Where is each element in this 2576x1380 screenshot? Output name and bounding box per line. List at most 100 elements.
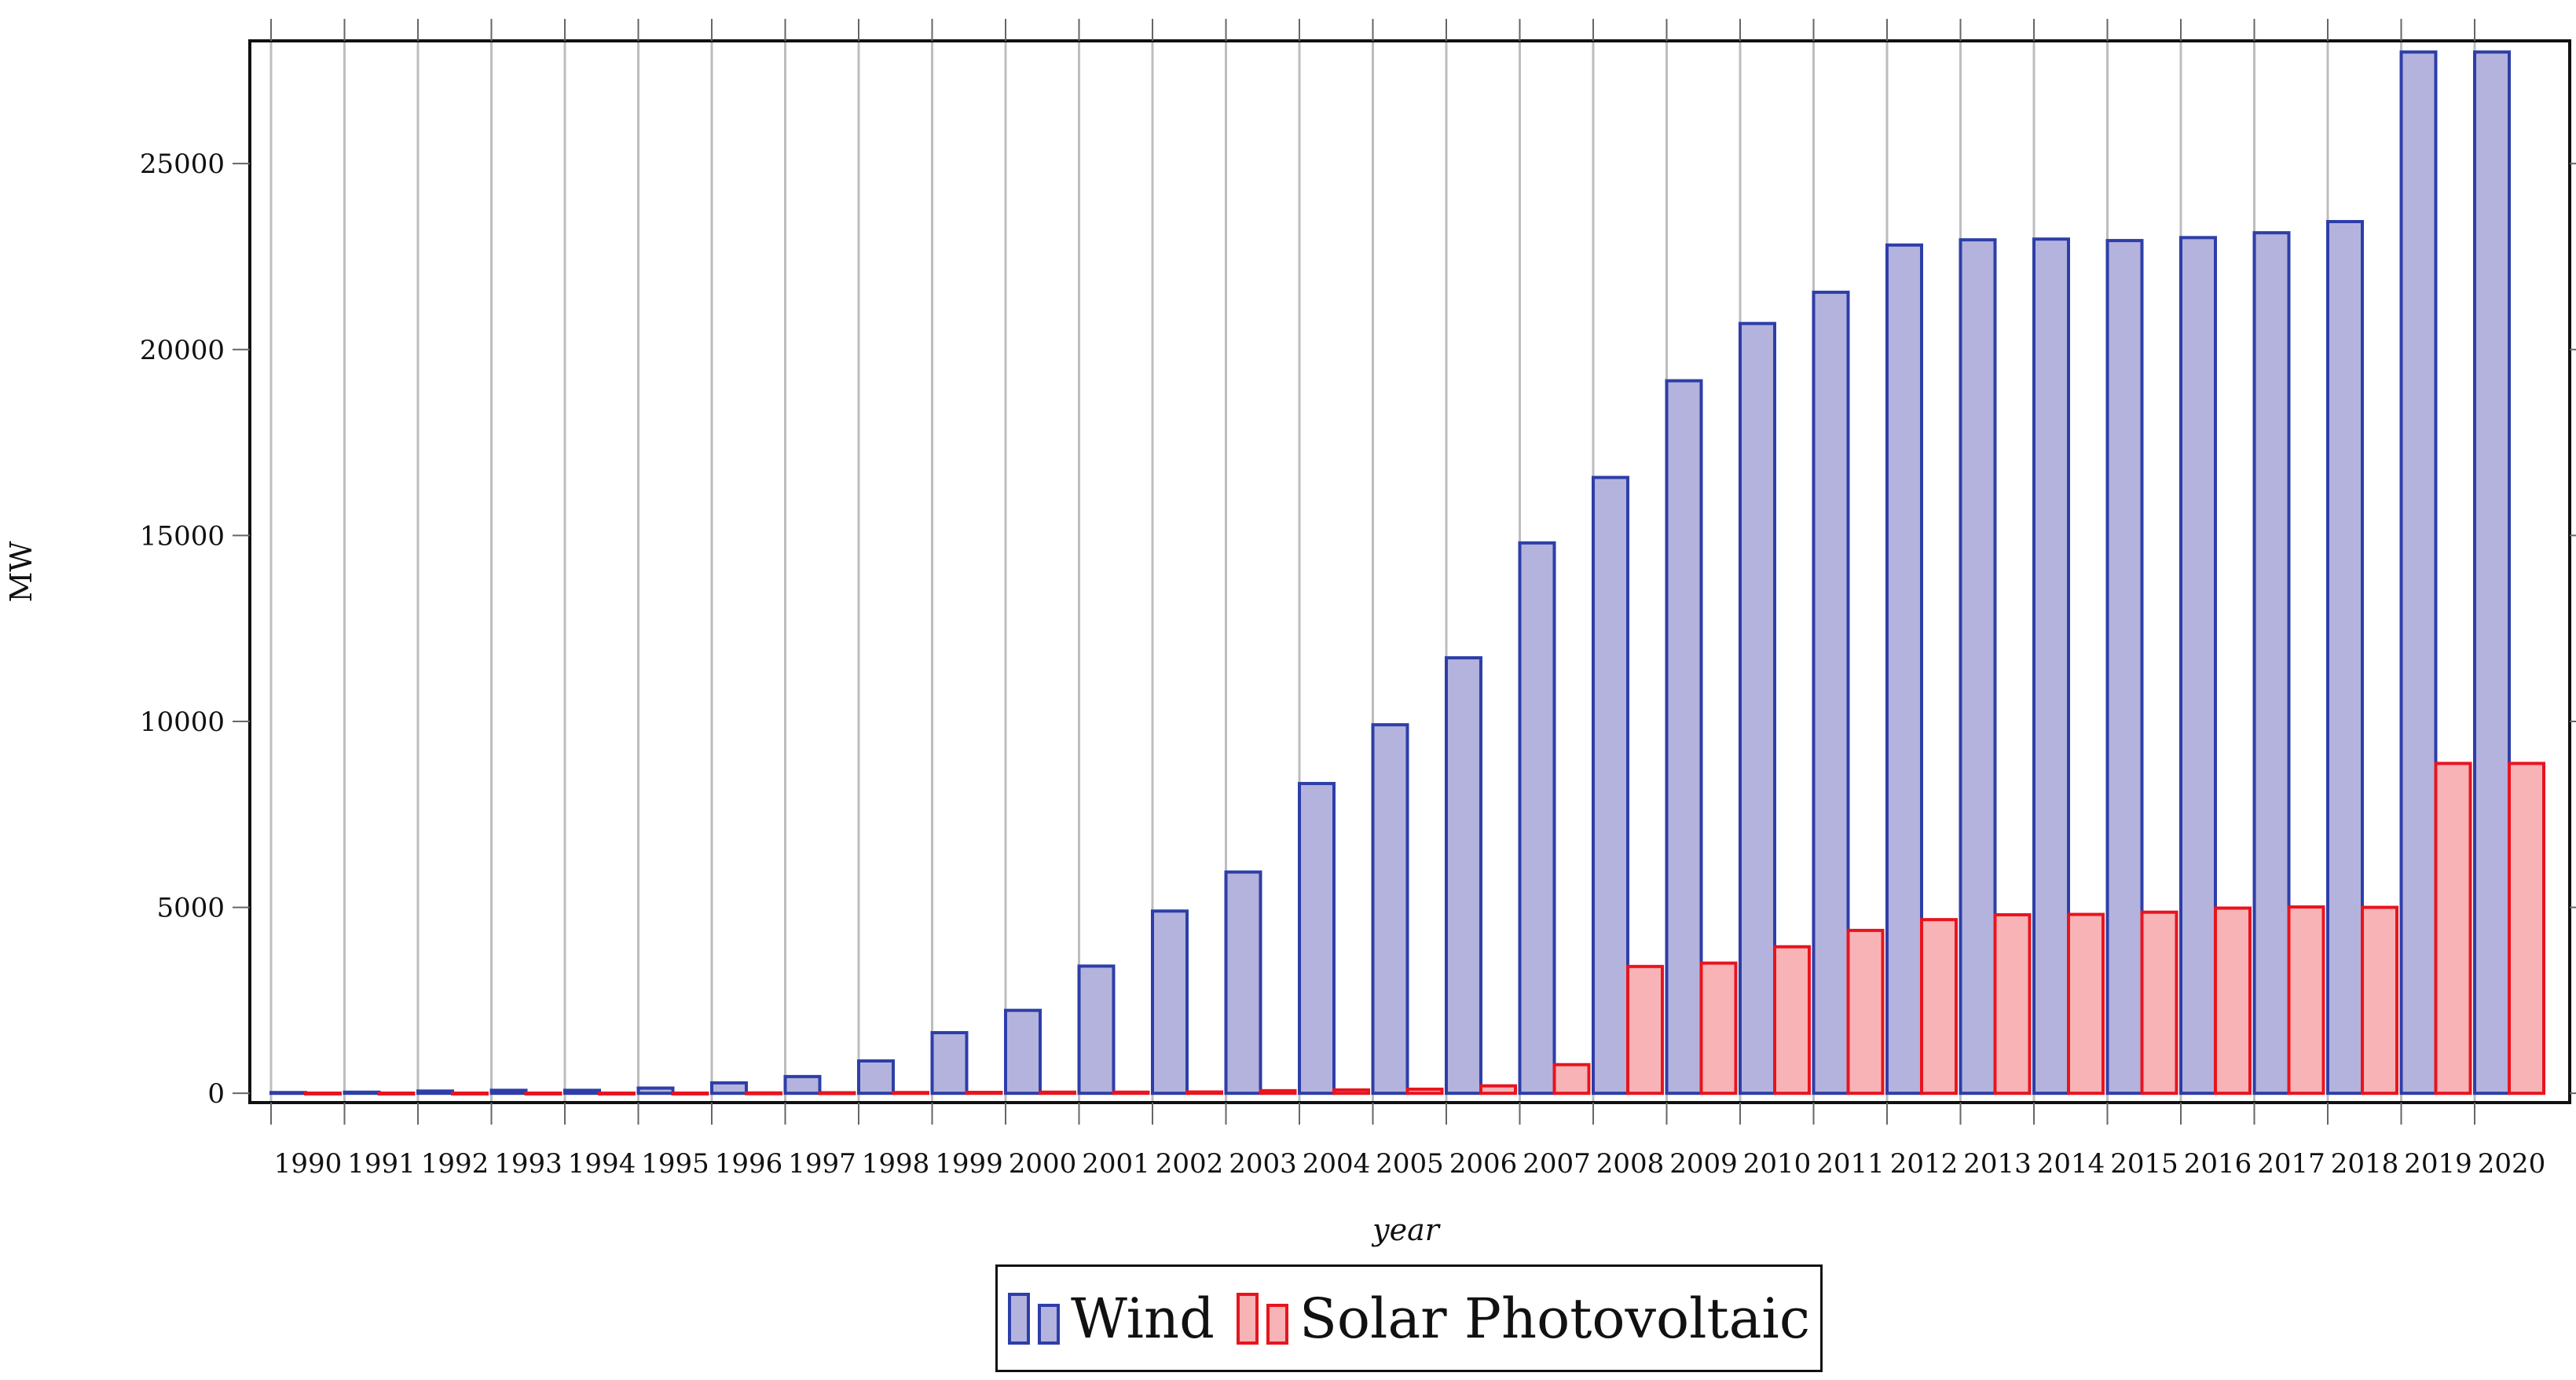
bar-solar-2001 [1112,1090,1150,1096]
x-tick-label-2014: 2014 [2037,1148,2105,1180]
bar-solar-1990 [304,1091,342,1096]
bar-solar-2004 [1332,1088,1370,1096]
y-tick-label-5000: 5000 [156,893,225,924]
bar-wind-1991 [343,1090,381,1096]
legend-swatch-solar [1236,1292,1288,1345]
bar-solar-2019 [2434,762,2472,1096]
bar-wind-2006 [1445,656,1482,1096]
legend-entry-solar: Solar Photovoltaic [1236,1286,1811,1351]
bar-solar-2003 [1259,1088,1297,1096]
y-axis-title: MW [4,541,38,603]
x-tick-label-2010: 2010 [1743,1148,1812,1180]
bar-solar-1999 [965,1090,1003,1096]
bar-wind-1992 [416,1089,454,1096]
bar-solar-2000 [1039,1090,1076,1096]
bar-wind-2010 [1739,321,1776,1096]
x-tick-label-2011: 2011 [1816,1148,1885,1180]
bar-solar-2012 [1920,918,1958,1096]
bar-wind-1999 [930,1031,969,1096]
x-tick-label-2018: 2018 [2331,1148,2399,1180]
bar-solar-2006 [1479,1084,1517,1096]
bar-solar-2011 [1846,928,1885,1096]
bar-solar-2007 [1552,1063,1591,1096]
bar-wind-2019 [2399,50,2438,1096]
bar-solar-1994 [598,1091,636,1096]
bar-solar-1995 [671,1091,709,1096]
legend: Wind Solar Photovoltaic [995,1264,1823,1372]
legend-label-wind: Wind [1070,1286,1215,1351]
bar-solar-2005 [1405,1087,1444,1096]
bar-wind-2015 [2105,239,2144,1096]
bar-wind-2008 [1592,475,1629,1096]
bar-solar-2016 [2214,906,2252,1096]
legend-entry-wind: Wind [1007,1286,1215,1351]
x-tick-label-2009: 2009 [1669,1148,1738,1180]
axis-ticks: 1990 1991 1992 1993 1994 1995 1996 1997 1998 1999… [140,19,2576,1180]
bar-solar-2009 [1699,961,1738,1096]
bar-wind-1996 [710,1081,748,1096]
bar-wind-2018 [2326,219,2364,1096]
x-tick-label-1991: 1991 [347,1148,416,1180]
bar-solar-2018 [2361,905,2398,1096]
bar-wind-1994 [563,1088,601,1096]
bar-solar-2014 [2067,912,2105,1096]
x-tick-label-2006: 2006 [1449,1148,1518,1180]
bar-wind-2009 [1665,379,1703,1096]
x-tick-label-2020: 2020 [2478,1148,2546,1180]
bar-wind-2016 [2179,236,2217,1096]
legend-swatch-wind [1007,1292,1060,1345]
bar-wind-2002 [1151,909,1189,1096]
x-tick-label-2001: 2001 [1082,1148,1150,1180]
bar-wind-1993 [489,1088,528,1096]
x-tick-label-2005: 2005 [1376,1148,1444,1180]
bar-wind-1995 [636,1086,675,1096]
bar-wind-1997 [783,1074,822,1096]
bar-wind-2007 [1518,541,1556,1096]
x-tick-label-1993: 1993 [494,1148,562,1180]
bar-solar-2008 [1626,964,1664,1096]
x-tick-label-2012: 2012 [1890,1148,1959,1180]
x-tick-label-2000: 2000 [1009,1148,1077,1180]
y-tick-label-25000: 25000 [140,149,225,180]
x-tick-label-1990: 1990 [274,1148,343,1180]
x-tick-label-2013: 2013 [1963,1148,2032,1180]
bar-solar-1993 [524,1091,562,1096]
bar-solar-2015 [2140,910,2178,1096]
x-tick-label-2017: 2017 [2257,1148,2325,1180]
x-tick-label-2019: 2019 [2404,1148,2472,1180]
x-tick-label-1995: 1995 [641,1148,709,1180]
bar-wind-2020 [2473,50,2511,1096]
y-tick-label-10000: 10000 [140,707,225,738]
legend-label-solar: Solar Photovoltaic [1299,1286,1811,1351]
bar-wind-2017 [2252,231,2291,1096]
x-tick-label-1992: 1992 [421,1148,489,1180]
x-tick-label-2015: 2015 [2110,1148,2178,1180]
bar-solar-1996 [745,1091,782,1096]
bar-solar-1997 [818,1091,856,1096]
x-tick-label-1998: 1998 [862,1148,930,1180]
bar-wind-2011 [1812,290,1850,1096]
bar-wind-2001 [1077,964,1116,1096]
bar-wind-2012 [1885,243,1923,1096]
x-tick-label-1999: 1999 [935,1148,1003,1180]
bar-solar-2002 [1185,1090,1223,1096]
y-tick-label-0: 0 [207,1078,225,1110]
x-axis-title: year [1371,1213,1442,1247]
x-tick-label-2008: 2008 [1596,1148,1665,1180]
bar-wind-2013 [1959,238,1997,1096]
bar-solar-1998 [892,1091,929,1096]
x-tick-label-1996: 1996 [715,1148,783,1180]
bar-wind-1998 [857,1059,895,1096]
bar-wind-2014 [2032,237,2070,1096]
bars [269,50,2545,1096]
y-tick-label-20000: 20000 [140,335,225,366]
x-tick-label-2002: 2002 [1156,1148,1224,1180]
bar-wind-2003 [1224,870,1262,1096]
bar-wind-2005 [1371,723,1409,1096]
x-tick-label-1997: 1997 [788,1148,856,1180]
x-tick-label-1994: 1994 [568,1148,636,1180]
bar-solar-2020 [2508,762,2545,1096]
y-tick-label-15000: 15000 [140,520,225,552]
x-tick-label-2003: 2003 [1229,1148,1297,1180]
bar-wind-2000 [1004,1008,1042,1096]
